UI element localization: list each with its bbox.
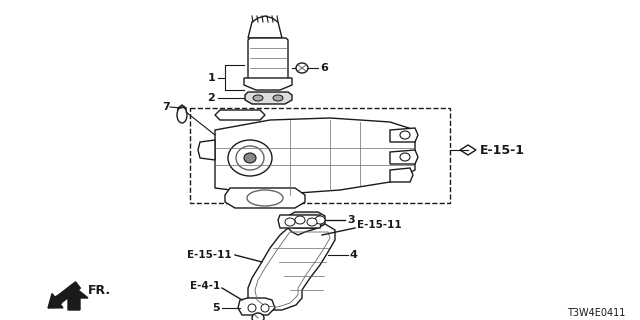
Ellipse shape	[273, 95, 283, 101]
Text: 4: 4	[350, 250, 358, 260]
Text: 3: 3	[347, 215, 355, 225]
Ellipse shape	[253, 95, 263, 101]
Text: 1: 1	[207, 73, 215, 83]
Ellipse shape	[261, 304, 269, 312]
Text: E-15-11: E-15-11	[188, 250, 232, 260]
Ellipse shape	[244, 153, 256, 163]
Polygon shape	[288, 212, 325, 228]
Polygon shape	[215, 118, 415, 195]
Ellipse shape	[236, 146, 264, 170]
Polygon shape	[178, 105, 186, 118]
Polygon shape	[248, 38, 288, 82]
Polygon shape	[390, 168, 413, 182]
Ellipse shape	[307, 218, 317, 226]
Polygon shape	[390, 150, 418, 164]
Text: FR.: FR.	[88, 284, 111, 297]
Polygon shape	[460, 145, 476, 155]
Ellipse shape	[296, 63, 308, 73]
Ellipse shape	[315, 216, 325, 224]
Polygon shape	[390, 128, 418, 142]
Text: 6: 6	[320, 63, 328, 73]
Polygon shape	[225, 188, 305, 208]
Ellipse shape	[295, 216, 305, 224]
Ellipse shape	[400, 153, 410, 161]
Polygon shape	[238, 298, 275, 315]
Polygon shape	[248, 16, 282, 38]
Ellipse shape	[177, 107, 187, 123]
Ellipse shape	[247, 190, 283, 206]
Polygon shape	[278, 215, 322, 228]
Text: T3W4E0411: T3W4E0411	[566, 308, 625, 318]
Ellipse shape	[400, 131, 410, 139]
Text: E-4-1: E-4-1	[189, 281, 220, 291]
Text: 2: 2	[207, 93, 215, 103]
Text: E-15-1: E-15-1	[480, 143, 525, 156]
Ellipse shape	[252, 313, 264, 320]
Ellipse shape	[228, 140, 272, 176]
FancyArrow shape	[48, 282, 81, 308]
Polygon shape	[244, 78, 292, 90]
Ellipse shape	[248, 304, 256, 312]
Text: 5: 5	[212, 303, 220, 313]
Bar	[190, 108, 450, 203]
Text: E-15-11: E-15-11	[357, 220, 402, 230]
Polygon shape	[60, 285, 88, 310]
Ellipse shape	[285, 218, 295, 226]
Polygon shape	[245, 92, 292, 104]
Text: 7: 7	[163, 102, 170, 112]
Polygon shape	[198, 140, 215, 160]
Polygon shape	[215, 110, 265, 120]
Polygon shape	[248, 224, 335, 310]
